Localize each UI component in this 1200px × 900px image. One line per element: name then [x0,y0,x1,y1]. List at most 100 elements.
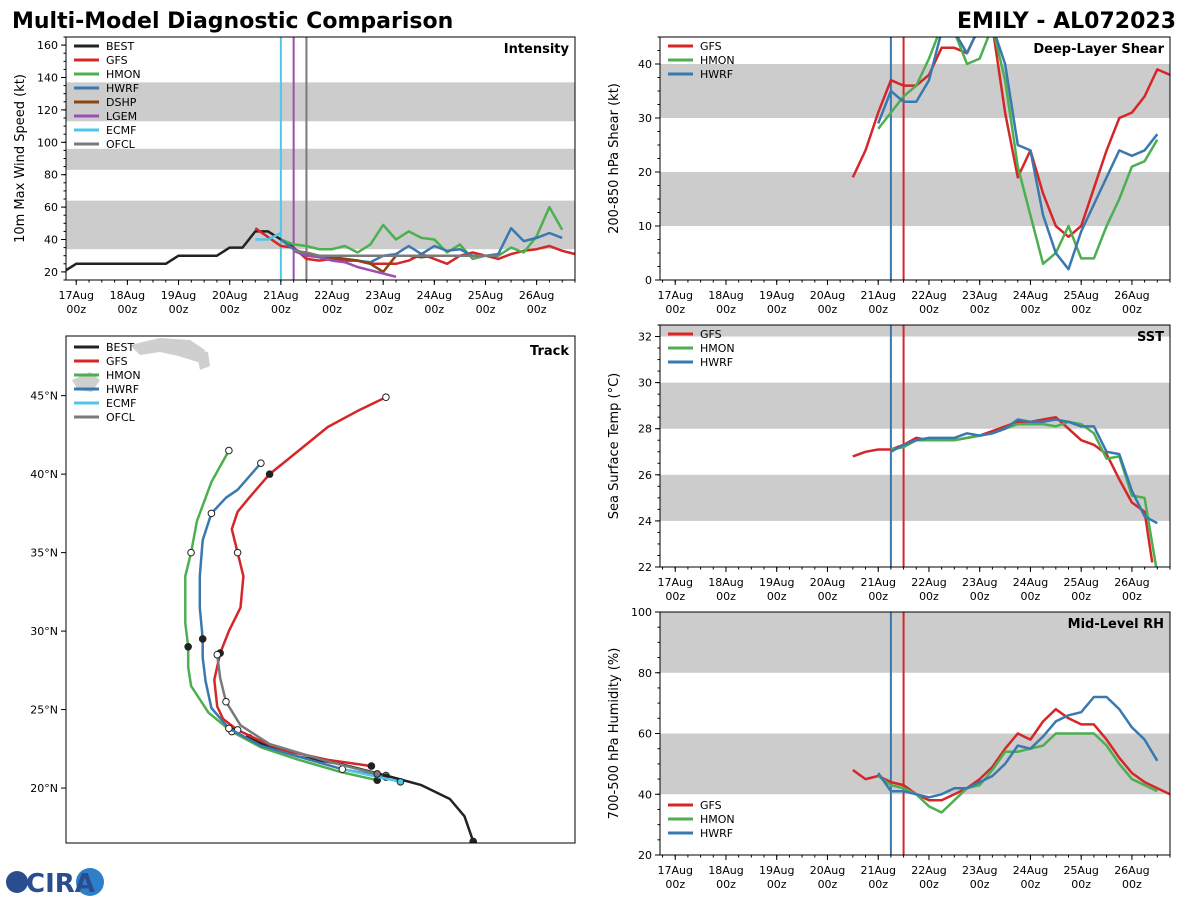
track-point-ofcl [222,697,230,706]
series-line-hmon [877,37,1159,266]
y-tick-label: 120 [37,104,58,117]
x-tick-label-hour: 00z [1021,303,1041,316]
lat-tick-label: 45°N [30,390,58,403]
landmass [72,338,210,392]
x-tick-label-date: 26Aug [519,289,554,302]
shaded-band [660,612,1170,673]
legend-label-best: BEST [106,341,134,354]
logo-globe-icon [6,871,28,893]
track-line-hwrf [198,462,387,779]
legend-label-dshp: DSHP [106,96,137,109]
x-tick-label-hour: 00z [868,590,888,603]
track-point-hwrf [207,509,216,518]
shaded-band [660,733,1170,795]
series-line-gfs [851,37,1170,239]
x-tick-label-date: 19Aug [759,289,794,302]
y-tick-label: 28 [638,423,652,436]
x-tick-label-date: 17Aug [58,289,93,302]
x-tick-label-date: 18Aug [708,864,743,877]
x-tick-label-hour: 00z [716,878,736,891]
x-tick-label-date: 24Aug [1013,576,1048,589]
track-line-gfs [213,396,387,768]
x-tick-label-date: 22Aug [314,289,349,302]
shaded-band [660,382,1170,429]
x-tick-label-hour: 00z [1122,878,1142,891]
y-tick-label: 32 [638,331,652,344]
track-line-hmon [184,449,378,782]
x-tick-label-date: 22Aug [911,576,946,589]
x-tick-label-hour: 00z [1021,590,1041,603]
y-axis-label: 10m Max Wind Speed (kt) [13,74,28,243]
track-point-hwrf [225,724,233,733]
legend-label-hwrf: HWRF [700,68,733,81]
y-tick-label: 140 [37,72,58,85]
x-tick-label-date: 20Aug [810,576,845,589]
logo-satellite-icon [76,868,104,896]
track-point-best [469,837,477,843]
x-tick-label-hour: 00z [818,590,838,603]
y-axis-label: Sea Surface Temp (°C) [607,373,622,520]
x-tick-label-date: 23Aug [962,864,997,877]
y-tick-label: 24 [638,515,652,528]
lat-tick-label: 30°N [30,625,58,638]
x-tick-label-date: 23Aug [962,576,997,589]
track-line-ecmf [342,767,401,784]
legend-label-hmon: HMON [700,54,735,67]
legend-label-hmon: HMON [106,68,141,81]
lat-tick-label: 35°N [30,547,58,560]
x-tick-label-hour: 00z [1071,590,1091,603]
track-point-hwrf [257,459,265,467]
y-tick-label: 60 [638,728,652,741]
panel-intensity: 2040608010012014016017Aug00z18Aug00z19Au… [13,36,576,316]
legend-label-hwrf: HWRF [700,827,733,840]
x-tick-label-hour: 00z [169,303,189,316]
y-tick-label: 20 [638,849,652,862]
x-tick-label-hour: 00z [818,878,838,891]
x-tick-label-date: 24Aug [417,289,452,302]
track-point-gfs [233,548,242,557]
y-tick-label: 30 [638,112,652,125]
x-tick-label-hour: 00z [767,590,787,603]
panel-title: Intensity [504,42,570,57]
track-point-gfs [367,762,376,770]
figure-title: Multi-Model Diagnostic Comparison [12,9,453,34]
x-tick-label-hour: 00z [424,303,444,316]
x-tick-label-date: 18Aug [708,289,743,302]
lat-tick-label: 25°N [30,704,58,717]
series-line-ecmf [255,231,282,241]
legend-label-hwrf: HWRF [700,356,733,369]
x-tick-label-hour: 00z [1071,878,1091,891]
legend-label-hmon: HMON [700,813,735,826]
legend-label-hwrf: HWRF [106,82,139,95]
x-tick-label-hour: 00z [665,878,685,891]
legend-label-hmon: HMON [700,342,735,355]
x-tick-label-hour: 00z [476,303,496,316]
panel-shear: 01020304017Aug00z18Aug00z19Aug00z20Aug00… [607,36,1171,316]
x-tick-label-date: 26Aug [1114,576,1149,589]
y-tick-label: 160 [37,39,58,52]
shaded-band [66,82,575,122]
x-tick-label-date: 19Aug [759,864,794,877]
y-tick-label: 22 [638,561,652,574]
x-tick-label-hour: 00z [818,303,838,316]
x-tick-label-hour: 00z [868,878,888,891]
x-tick-label-hour: 00z [919,878,939,891]
x-tick-label-date: 26Aug [1114,864,1149,877]
y-tick-label: 30 [638,377,652,390]
y-tick-label: 40 [44,234,58,247]
panel-title: SST [1137,330,1164,345]
y-tick-label: 10 [638,220,652,233]
x-tick-label-date: 20Aug [212,289,247,302]
panel-title: Mid-Level RH [1068,617,1164,632]
storm-title: EMILY - AL072023 [957,9,1176,34]
x-tick-label-date: 21Aug [860,864,895,877]
legend-label-gfs: GFS [106,355,128,368]
x-tick-label-date: 21Aug [263,289,298,302]
x-tick-label-date: 22Aug [911,864,946,877]
x-tick-label-hour: 00z [373,303,393,316]
x-tick-label-date: 17Aug [657,289,692,302]
series-line-gfs [852,707,1170,802]
x-tick-label-date: 17Aug [657,576,692,589]
track-point-ofcl [373,770,382,778]
x-tick-label-hour: 00z [322,303,342,316]
